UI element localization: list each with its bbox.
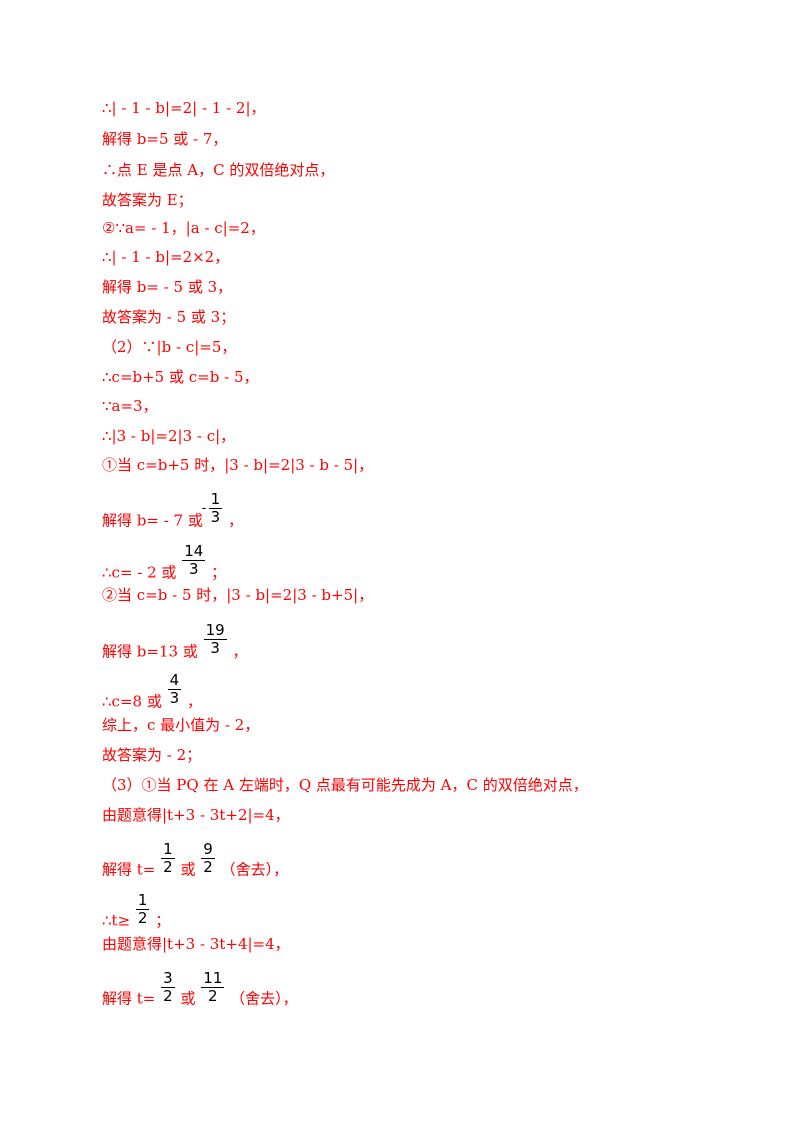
fraction-denominator: 3 — [210, 508, 221, 526]
line-text: 解得 t= — [102, 989, 156, 1008]
fraction: 4 3 — [167, 671, 182, 707]
text-line: ②∵a= - 1，|a - c|=2， — [102, 219, 265, 237]
text-line: ∴c=b+5 或 c=b - 5， — [102, 368, 259, 386]
line-text: 或 — [180, 860, 196, 879]
text-line: （2）∵|b - c|=5， — [102, 338, 237, 356]
fraction-denominator: 2 — [163, 858, 173, 876]
text-line: 故答案为 - 2； — [102, 746, 202, 764]
fraction-numerator: 1 — [208, 490, 223, 509]
text-line-fraction: 解得 t= 3 2 或 11 2 （舍去）， — [102, 970, 298, 1017]
fraction-denominator: 3 — [188, 560, 199, 578]
fraction-denominator: 2 — [208, 987, 218, 1005]
text-line: （3）①当 PQ 在 A 左端时，Q 点最有可能先成为 A，C 的双倍绝对点， — [102, 776, 588, 794]
line-text: ， — [227, 511, 243, 530]
fraction: 9 2 — [201, 841, 215, 876]
text-line-fraction: 解得 t= 1 2 或 9 2 （舍去）， — [102, 841, 289, 888]
fraction: 1 2 — [161, 841, 175, 876]
line-text: （舍去）， — [230, 989, 298, 1008]
line-text: 解得 b=13 或 — [102, 642, 198, 661]
fraction-denominator: 2 — [137, 909, 148, 927]
text-line-fraction: ∴c= - 2 或 14 3 ； — [102, 543, 227, 591]
fraction-numerator: 11 — [201, 969, 225, 988]
text-line: ∴|3 - b|=2|3 - c|， — [102, 427, 236, 445]
fraction-numerator: 19 — [203, 621, 227, 640]
text-line: 由题意得|t+3 - 3t+4|=4， — [102, 935, 290, 953]
fraction: 14 3 — [182, 542, 206, 578]
text-line: 由题意得|t+3 - 3t+2|=4， — [102, 806, 290, 824]
text-line: 故答案为 - 5 或 3； — [102, 308, 236, 326]
line-text: 或 — [180, 989, 196, 1008]
fraction: 3 2 — [161, 970, 175, 1005]
text-line: ∴点 E 是点 A，C 的双倍绝对点， — [102, 161, 335, 179]
line-text: ， — [232, 642, 248, 661]
text-line: ∵a=3， — [102, 397, 158, 415]
text-line: 综上，c 最小值为 - 2， — [102, 716, 260, 734]
line-text: ； — [155, 911, 171, 930]
line-text: （舍去）， — [220, 860, 289, 879]
text-line-fraction: 解得 b=13 或 19 3 ， — [102, 622, 248, 670]
text-line: 解得 b= - 5 或 3， — [102, 278, 233, 296]
text-line: 解得 b=5 或 - 7， — [102, 130, 228, 148]
text-line: 故答案为 E； — [102, 191, 193, 209]
line-text: ∴c=8 或 — [102, 692, 162, 711]
text-line: ②当 c=b - 5 时，|3 - b|=2|3 - b+5|， — [102, 586, 374, 604]
fraction-denominator: 3 — [169, 689, 180, 707]
fraction-numerator: 1 — [161, 840, 175, 859]
fraction: 19 3 — [203, 621, 227, 657]
fraction: 1 2 — [135, 891, 150, 927]
fraction-numerator: 3 — [161, 969, 175, 988]
text-line: ∴| - 1 - b|=2| - 1 - 2|， — [102, 99, 266, 117]
text-line: ①当 c=b+5 时，|3 - b|=2|3 - b - 5|， — [102, 456, 374, 474]
line-text: 解得 t= — [102, 860, 156, 879]
text-line-fraction: ∴c=8 或 4 3 ， — [102, 672, 202, 720]
fraction-numerator: 1 — [135, 891, 150, 910]
fraction-denominator: 3 — [210, 639, 220, 657]
fraction-numerator: 4 — [167, 671, 182, 690]
line-text: ∴t≥ — [102, 911, 131, 930]
text-line-fraction: 解得 b= - 7 或 - 1 3 ， — [102, 491, 243, 539]
fraction: 11 2 — [201, 969, 225, 1005]
text-line-fraction: ∴t≥ 1 2 ； — [102, 892, 171, 939]
fraction-numerator: 9 — [201, 840, 215, 859]
line-text: ； — [211, 563, 227, 582]
fraction-numerator: 14 — [182, 542, 206, 561]
line-text: 解得 b= - 7 或 — [102, 511, 203, 530]
fraction: - 1 3 — [202, 490, 223, 526]
text-line: ∴| - 1 - b|=2×2， — [102, 248, 230, 266]
minus-sign: - — [201, 501, 207, 516]
line-text: ∴c= - 2 或 — [102, 563, 177, 582]
fraction-denominator: 2 — [203, 858, 213, 876]
fraction-denominator: 2 — [163, 987, 173, 1005]
line-text: ， — [186, 692, 202, 711]
